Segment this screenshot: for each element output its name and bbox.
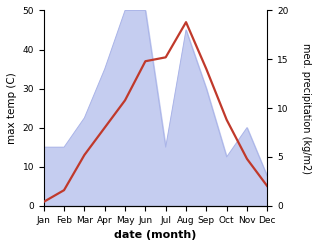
X-axis label: date (month): date (month) (114, 230, 197, 240)
Y-axis label: med. precipitation (kg/m2): med. precipitation (kg/m2) (301, 43, 311, 174)
Y-axis label: max temp (C): max temp (C) (7, 72, 17, 144)
